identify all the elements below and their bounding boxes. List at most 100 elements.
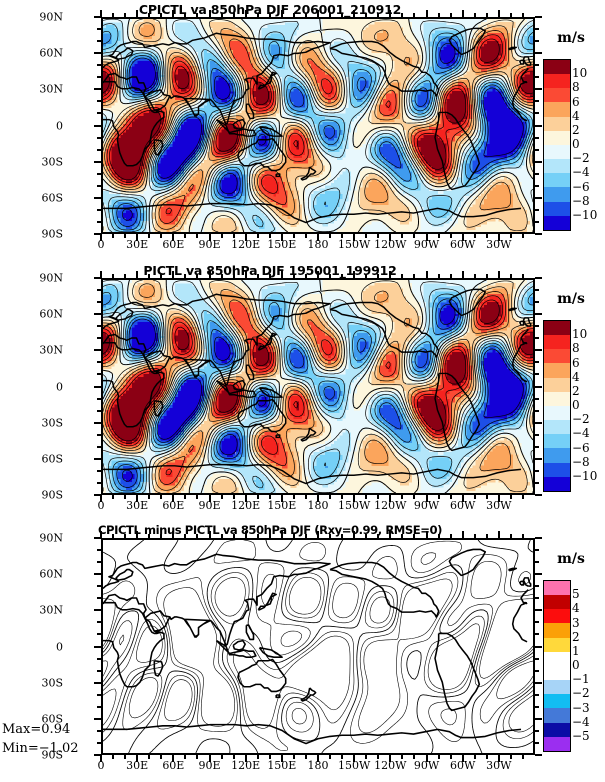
- y-axis-tick: [94, 277, 101, 279]
- x-axis-tick: [353, 495, 356, 502]
- x-axis-label: 150W: [338, 499, 371, 512]
- y-axis-tick: [535, 537, 542, 539]
- x-axis-minor-tick: [256, 274, 259, 278]
- x-axis-minor-tick: [365, 534, 368, 538]
- x-axis-minor-tick: [437, 755, 440, 759]
- y-axis-minor-tick: [535, 481, 539, 484]
- x-axis-tick: [425, 271, 428, 278]
- y-axis-label: 60S: [41, 452, 63, 466]
- map-field-difference: [103, 540, 533, 753]
- x-axis-minor-tick: [124, 13, 127, 17]
- colorbar-band: [544, 187, 570, 202]
- x-axis-tick: [461, 531, 464, 538]
- y-axis-minor-tick: [97, 657, 101, 660]
- colorbar-tick-label: −10: [572, 468, 598, 483]
- x-axis-minor-tick: [112, 234, 115, 238]
- y-axis-minor-tick: [97, 561, 101, 564]
- colorbar-tick-label: −4: [572, 165, 590, 180]
- map-plot-area: [101, 278, 535, 495]
- y-axis-minor-tick: [97, 220, 101, 223]
- x-axis-minor-tick: [304, 495, 307, 499]
- x-axis-tick: [389, 234, 392, 241]
- colorbar[interactable]: [543, 580, 571, 752]
- x-axis-label: 120W: [374, 499, 407, 512]
- x-axis-tick: [100, 495, 102, 502]
- x-axis-minor-tick: [413, 274, 416, 278]
- y-axis-label: 30S: [41, 416, 63, 430]
- x-axis-label: 30W: [486, 499, 512, 512]
- x-axis-minor-tick: [365, 755, 368, 759]
- colorbar-band: [544, 201, 570, 216]
- x-axis-minor-tick: [509, 13, 512, 17]
- colorbar[interactable]: [543, 59, 571, 231]
- x-axis-minor-tick: [521, 13, 524, 17]
- y-axis-label: 60N: [39, 307, 63, 321]
- y-axis-tick: [535, 160, 542, 163]
- page-title: CPICTL va 850hPa DJF 206001_210912: [138, 2, 402, 17]
- x-axis-minor-tick: [124, 274, 127, 278]
- x-axis-label: 150E: [267, 759, 297, 772]
- min-value-annotation: Min=−1.02: [2, 741, 79, 756]
- colorbar-tick-label: 4: [572, 108, 580, 123]
- colorbar-tick-label: −4: [572, 426, 590, 441]
- x-axis-tick: [461, 755, 464, 762]
- x-axis-label: 30E: [126, 759, 149, 772]
- y-axis-tick: [535, 609, 542, 612]
- x-axis-minor-tick: [148, 534, 151, 538]
- x-axis-minor-tick: [292, 234, 295, 238]
- x-axis-minor-tick: [485, 274, 488, 278]
- x-axis-label: 60W: [450, 238, 476, 251]
- x-axis-label: 60W: [450, 499, 476, 512]
- y-axis-tick: [535, 196, 542, 199]
- x-axis-minor-tick: [413, 13, 416, 17]
- x-axis-minor-tick: [196, 534, 199, 538]
- map-field-pictl: [103, 280, 533, 493]
- colorbar-unit: m/s: [557, 291, 585, 307]
- y-axis-minor-tick: [535, 172, 539, 175]
- y-axis-label: 30S: [41, 676, 63, 690]
- x-axis-minor-tick: [341, 274, 344, 278]
- x-axis-minor-tick: [365, 13, 368, 17]
- x-axis-label: 60E: [162, 499, 185, 512]
- x-axis-minor-tick: [509, 495, 512, 499]
- x-axis-tick: [353, 531, 356, 538]
- colorbar-tick-label: 6: [572, 94, 580, 109]
- y-axis-tick: [94, 385, 101, 388]
- y-axis-minor-tick: [97, 28, 101, 31]
- x-axis-minor-tick: [329, 755, 332, 759]
- x-axis-minor-tick: [341, 534, 344, 538]
- y-axis-tick: [535, 681, 542, 684]
- x-axis-minor-tick: [485, 13, 488, 17]
- y-axis-minor-tick: [97, 445, 101, 448]
- x-axis-minor-tick: [148, 234, 151, 238]
- x-axis-minor-tick: [160, 534, 163, 538]
- y-axis-minor-tick: [535, 445, 539, 448]
- map-plot-area: [101, 538, 535, 755]
- colorbar-tick-label: −10: [572, 207, 598, 222]
- y-axis-tick: [94, 537, 101, 539]
- x-axis-minor-tick: [509, 755, 512, 759]
- x-axis-tick: [317, 10, 319, 17]
- y-axis-minor-tick: [97, 741, 101, 744]
- y-axis-minor-tick: [97, 469, 101, 472]
- x-axis-tick: [136, 495, 139, 502]
- y-axis-minor-tick: [535, 561, 539, 564]
- x-axis-tick: [244, 755, 247, 762]
- x-axis-minor-tick: [377, 495, 380, 499]
- x-axis-minor-tick: [232, 13, 235, 17]
- x-axis-label: 60W: [450, 759, 476, 772]
- x-axis-minor-tick: [485, 755, 488, 759]
- colorbar-band: [544, 694, 570, 709]
- x-axis-minor-tick: [232, 534, 235, 538]
- x-axis-tick: [497, 755, 500, 762]
- x-axis-tick: [244, 10, 247, 17]
- colorbar-band: [544, 173, 570, 188]
- x-axis-minor-tick: [485, 234, 488, 238]
- x-axis-minor-tick: [268, 495, 271, 499]
- y-axis-label: 0: [56, 640, 63, 653]
- page-title: CPICTL minus PICTL va 850hPa DJF (Rxy=0.…: [97, 523, 442, 537]
- x-axis-minor-tick: [232, 755, 235, 759]
- x-axis-tick: [208, 234, 211, 241]
- colorbar[interactable]: [543, 320, 571, 492]
- y-axis-minor-tick: [535, 693, 539, 696]
